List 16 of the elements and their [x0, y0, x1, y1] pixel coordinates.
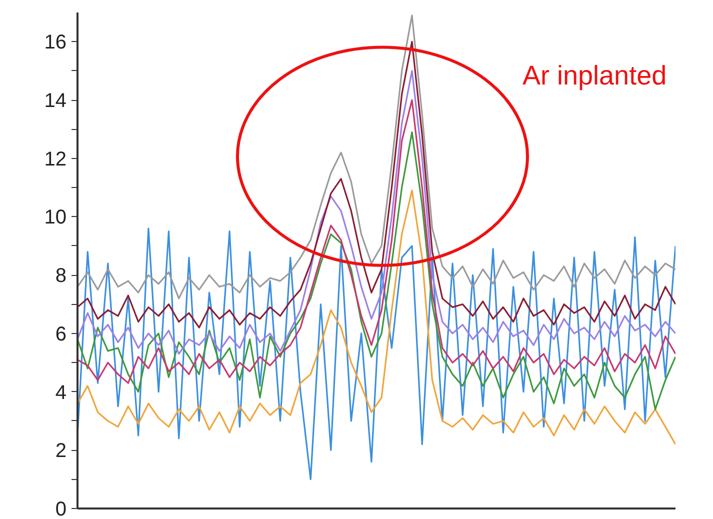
y-tick-label: 2: [55, 440, 66, 462]
line-series: [78, 228, 676, 480]
y-tick-label: 16: [44, 32, 67, 54]
y-tick-label: 14: [44, 90, 67, 112]
y-tick-label: 0: [55, 498, 66, 519]
y-tick-label: 8: [55, 265, 66, 288]
y-tick-label: 12: [44, 148, 67, 170]
line-series: [78, 190, 676, 446]
y-tick-label: 6: [55, 323, 66, 346]
annotation: Ar inplanted: [522, 60, 667, 90]
line-series: [78, 99, 676, 384]
line-series: [78, 131, 676, 410]
y-tick-label: 10: [44, 206, 67, 229]
line-series: [78, 14, 676, 300]
line-series: [78, 40, 676, 328]
y-tick-label: 4: [55, 382, 66, 404]
